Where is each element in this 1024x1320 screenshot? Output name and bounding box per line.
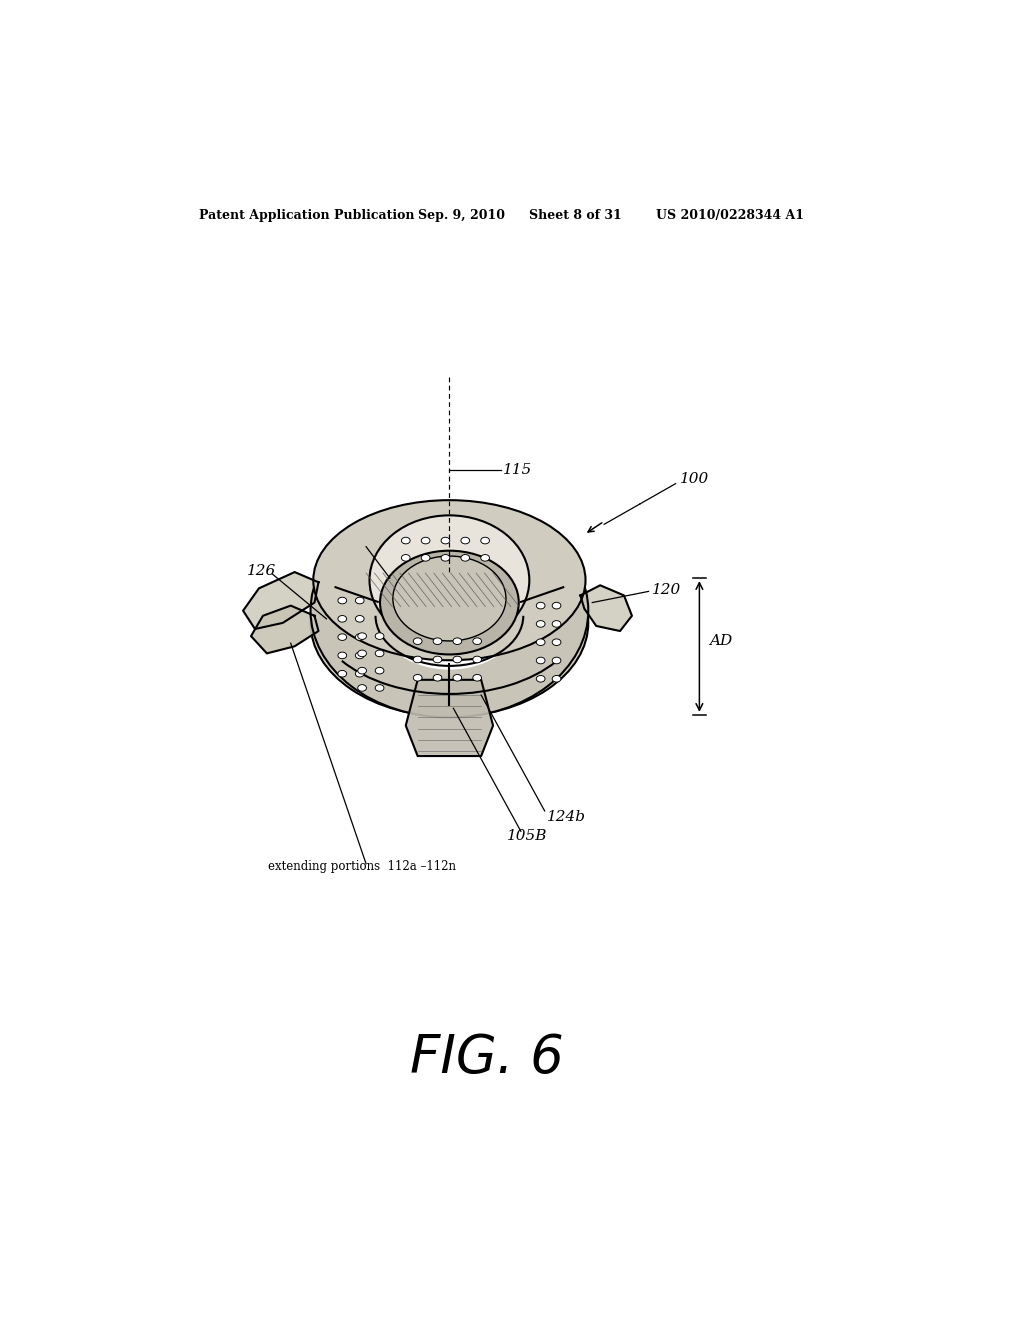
Ellipse shape [453,638,462,644]
Ellipse shape [441,554,450,561]
Ellipse shape [433,638,442,644]
Ellipse shape [537,639,545,645]
Ellipse shape [338,652,347,659]
Ellipse shape [393,556,506,642]
Ellipse shape [370,515,529,645]
Text: US 2010/0228344 A1: US 2010/0228344 A1 [655,209,804,222]
Ellipse shape [552,676,561,682]
Text: AD: AD [709,635,732,648]
Ellipse shape [461,537,470,544]
Ellipse shape [480,554,489,561]
Ellipse shape [355,634,365,640]
Ellipse shape [473,675,481,681]
Ellipse shape [480,537,489,544]
Ellipse shape [357,649,367,656]
Ellipse shape [375,649,384,656]
Ellipse shape [374,552,525,669]
Ellipse shape [473,656,481,663]
Text: Patent Application Publication: Patent Application Publication [200,209,415,222]
Text: 115: 115 [504,463,532,478]
Text: 126: 126 [247,564,276,578]
Ellipse shape [473,638,481,644]
Polygon shape [243,572,318,630]
Ellipse shape [537,602,545,609]
Ellipse shape [414,675,422,681]
Ellipse shape [537,620,545,627]
Ellipse shape [453,656,462,663]
Ellipse shape [441,537,450,544]
Ellipse shape [552,639,561,645]
Text: Sheet 8 of 31: Sheet 8 of 31 [528,209,622,222]
Ellipse shape [537,676,545,682]
Ellipse shape [421,554,430,561]
Ellipse shape [375,668,384,675]
Ellipse shape [310,504,588,718]
Text: 100: 100 [680,471,709,486]
Ellipse shape [401,537,411,544]
Ellipse shape [552,602,561,609]
Ellipse shape [461,554,470,561]
Text: FIG. 6: FIG. 6 [410,1032,563,1084]
Ellipse shape [357,685,367,692]
Ellipse shape [310,529,588,717]
Ellipse shape [338,615,347,622]
Ellipse shape [552,620,561,627]
Ellipse shape [355,652,365,659]
Ellipse shape [433,656,442,663]
Ellipse shape [375,632,384,639]
Ellipse shape [401,554,411,561]
Ellipse shape [421,537,430,544]
Ellipse shape [355,597,365,603]
Text: extending portions  112a –112n: extending portions 112a –112n [268,861,457,874]
Ellipse shape [414,638,422,644]
Ellipse shape [338,634,347,640]
Ellipse shape [357,632,367,639]
Text: 128: 128 [341,536,370,549]
Ellipse shape [355,615,365,622]
Ellipse shape [357,668,367,675]
Ellipse shape [537,657,545,664]
Polygon shape [251,606,318,653]
Ellipse shape [552,657,561,664]
Ellipse shape [433,675,442,681]
Ellipse shape [453,675,462,681]
Ellipse shape [338,597,347,603]
Ellipse shape [355,671,365,677]
Polygon shape [581,585,632,631]
Text: 105B: 105B [507,829,547,843]
Ellipse shape [380,550,519,655]
Ellipse shape [375,685,384,692]
Polygon shape [406,680,494,756]
Ellipse shape [414,656,422,663]
Text: 120: 120 [652,583,681,598]
Text: 124b: 124b [547,810,586,824]
Ellipse shape [338,671,347,677]
Ellipse shape [313,500,586,660]
Text: Sep. 9, 2010: Sep. 9, 2010 [418,209,505,222]
